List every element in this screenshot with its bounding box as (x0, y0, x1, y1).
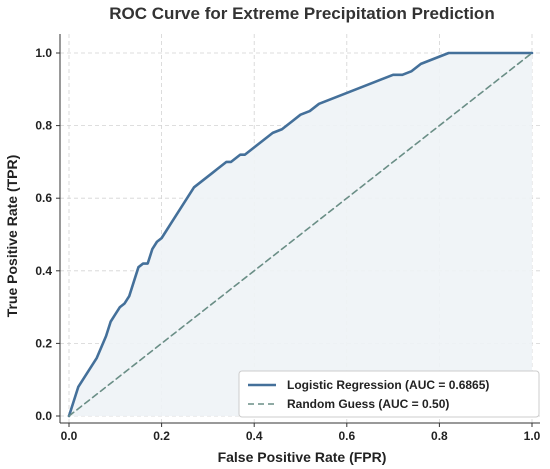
legend: Logistic Regression (AUC = 0.6865) Rando… (238, 370, 540, 418)
x-tick-label: 0.6 (338, 429, 355, 443)
roc-curve-line (67, 51, 534, 418)
x-axis-label: False Positive Rate (FPR) (218, 449, 387, 465)
legend-label-random: Random Guess (AUC = 0.50) (287, 397, 449, 411)
chart-title: ROC Curve for Extreme Precipitation Pred… (109, 4, 494, 23)
random-guess-line (68, 52, 533, 417)
legend-box (238, 370, 540, 418)
y-tick-label: 1.0 (35, 46, 52, 60)
x-tick-label: 0.0 (61, 429, 78, 443)
legend-label-logistic: Logistic Regression (AUC = 0.6865) (287, 378, 489, 392)
y-tick-label: 0.8 (35, 119, 52, 133)
x-tick-label: 0.4 (246, 429, 263, 443)
y-axis-label: True Positive Rate (TPR) (4, 155, 20, 318)
y-tick-label: 0.2 (35, 336, 52, 350)
axis-layer: 0.0 0.2 0.4 0.6 0.8 1.0 0.0 0.2 0.4 0.6 0.8 1.0 (35, 34, 541, 443)
x-tick-label: 0.2 (153, 429, 170, 443)
x-tick-label: 1.0 (524, 429, 541, 443)
y-tick-label: 0.0 (35, 409, 52, 423)
line-layer (67, 51, 534, 418)
x-tick-label: 0.8 (431, 429, 448, 443)
y-tick-label: 0.6 (35, 191, 52, 205)
y-tick-label: 0.4 (35, 264, 52, 278)
